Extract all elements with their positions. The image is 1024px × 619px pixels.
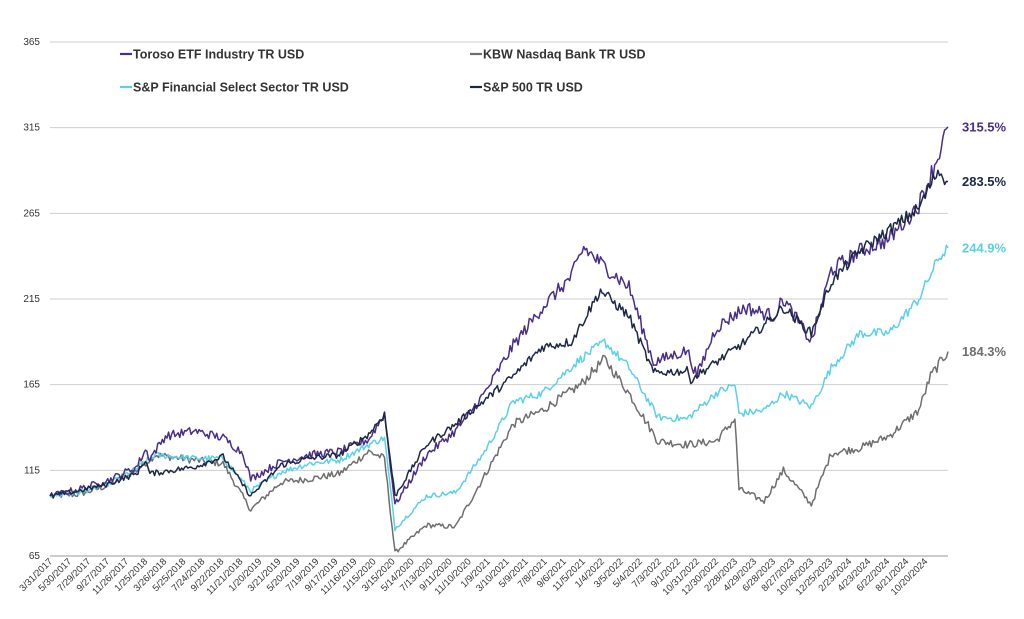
legend-label: S&P Financial Select Sector TR USD <box>133 81 349 95</box>
series-line <box>49 244 949 532</box>
end-value-label: 244.9% <box>962 240 1007 255</box>
legend-label: S&P 500 TR USD <box>483 81 583 95</box>
y-tick-label: 365 <box>23 37 40 48</box>
legend-item: Toroso ETF Industry TR USD <box>120 48 304 62</box>
series-line <box>49 169 949 498</box>
gridlines <box>50 41 948 557</box>
legend-label: KBW Nasdaq Bank TR USD <box>483 48 646 62</box>
series-line <box>49 351 949 553</box>
y-tick-label: 65 <box>29 551 41 562</box>
y-axis: 65 115 165 215 265 315 365 <box>23 37 40 562</box>
series-lines <box>49 126 949 553</box>
end-value-label: 283.5% <box>962 174 1007 189</box>
legend-item: S&P Financial Select Sector TR USD <box>120 81 349 95</box>
y-tick-label: 165 <box>23 380 40 391</box>
end-value-label: 184.3% <box>962 344 1007 359</box>
x-axis: 3/31/20175/30/20177/29/20179/27/201711/2… <box>17 556 930 597</box>
y-tick-label: 315 <box>23 123 40 134</box>
y-tick-label: 265 <box>23 208 40 219</box>
legend-label: Toroso ETF Industry TR USD <box>133 48 304 62</box>
legend: Toroso ETF Industry TR USD KBW Nasdaq Ban… <box>120 48 646 95</box>
y-tick-label: 215 <box>23 294 40 305</box>
legend-item: KBW Nasdaq Bank TR USD <box>470 48 646 62</box>
end-labels: 315.5% 184.3% 244.9% 283.5% <box>962 119 1007 359</box>
y-tick-label: 115 <box>24 465 40 476</box>
end-value-label: 315.5% <box>962 119 1007 134</box>
legend-item: S&P 500 TR USD <box>470 81 583 95</box>
